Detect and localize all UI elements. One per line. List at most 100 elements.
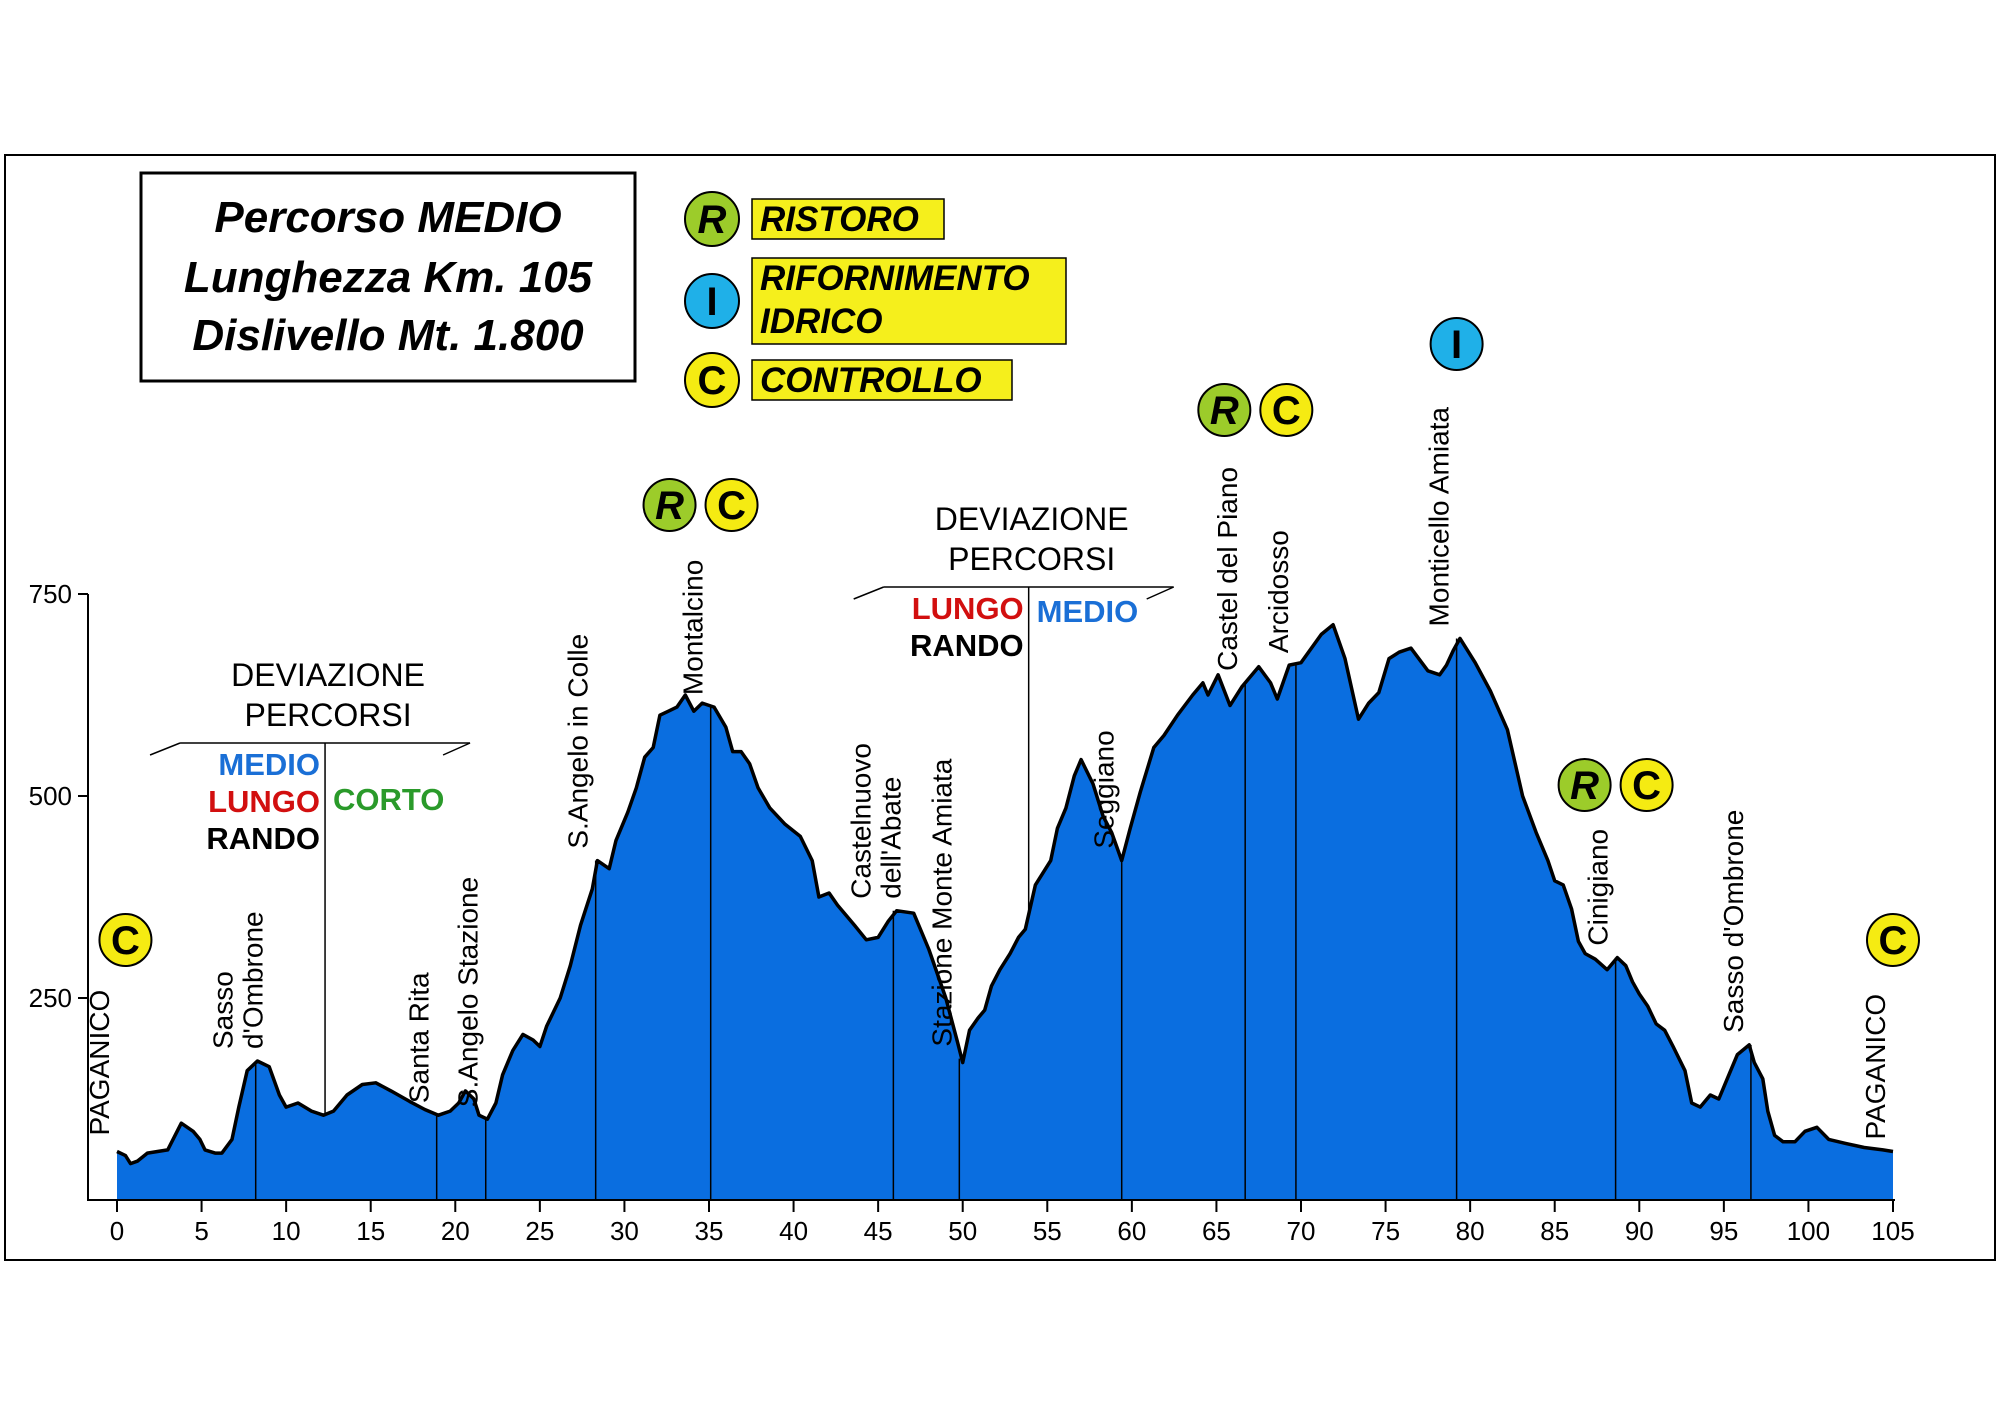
place-label: Seggiano: [1089, 730, 1120, 848]
legend-label: RIFORNIMENTO: [760, 259, 1030, 298]
deviation-bar-right-end: [1146, 586, 1174, 600]
x-tick-label: 15: [356, 1216, 385, 1246]
deviation-route-label: LUNGO: [912, 591, 1024, 626]
x-tick-label: 100: [1787, 1216, 1830, 1246]
chart-frame: [4, 154, 1996, 1261]
profile-area-group: [116, 622, 1894, 1200]
deviation-title: DEVIAZIONE: [935, 501, 1129, 537]
marker-letter: C: [111, 919, 140, 963]
place-label: Castelnuovo: [845, 743, 876, 899]
legend-letter: C: [698, 359, 727, 403]
info-box: Percorso MEDIO Lunghezza Km. 105 Dislive…: [139, 171, 637, 383]
y-tick-label: 750: [29, 579, 72, 609]
marker-letter: R: [1570, 764, 1599, 808]
x-tick-label: 90: [1625, 1216, 1654, 1246]
marker-letter: C: [1879, 919, 1908, 963]
place-label: Sasso d'Ombrone: [1718, 810, 1749, 1033]
deviation-route-label: CORTO: [333, 782, 444, 817]
deviation-title: DEVIAZIONE: [231, 657, 425, 693]
x-tick-label: 75: [1371, 1216, 1400, 1246]
marker-letter: R: [655, 484, 684, 528]
deviation-route-label: LUNGO: [208, 784, 320, 819]
marker-letter: C: [717, 484, 746, 528]
y-tick-label: 500: [29, 781, 72, 811]
marker-circle: [1866, 913, 1920, 967]
profile-outline: [116, 622, 1894, 1166]
marker-circle: [1259, 383, 1314, 437]
x-tick-label: 70: [1287, 1216, 1316, 1246]
x-tick-label: 85: [1540, 1216, 1569, 1246]
x-tick-label: 0: [110, 1216, 124, 1246]
place-label: S.Angelo in Colle: [563, 634, 594, 849]
y-tick-label: 250: [29, 983, 72, 1013]
deviation-group: DEVIAZIONEPERCORSIMEDIOLUNGORANDOCORTODE…: [149, 501, 1174, 1115]
info-line-3: Dislivello Mt. 1.800: [192, 311, 584, 360]
deviation-title: PERCORSI: [948, 541, 1115, 577]
place-label: d'Ombrone: [238, 911, 269, 1049]
place-label: PAGANICO: [84, 990, 115, 1136]
x-tick-label: 30: [610, 1216, 639, 1246]
legend-letter: I: [706, 280, 717, 324]
deviation-route-label: RANDO: [910, 628, 1024, 663]
x-tick-label: 35: [695, 1216, 724, 1246]
x-tick-label: 40: [779, 1216, 808, 1246]
x-tick-label: 60: [1117, 1216, 1146, 1246]
deviation-bar-left-end: [149, 742, 181, 756]
legend-letter: R: [698, 198, 727, 242]
legend-label-box: [751, 359, 1013, 401]
marker-letter: I: [1451, 323, 1462, 367]
legend-circle: [684, 273, 740, 329]
place-labels-group: PAGANICO Sasso d'Ombrone Santa Rita S.Angelo…: [84, 407, 1891, 1200]
info-line-1: Percorso MEDIO: [214, 193, 561, 242]
marker-circle: [642, 478, 697, 532]
marker-letter: C: [1632, 764, 1661, 808]
x-tick-label: 20: [441, 1216, 470, 1246]
place-label: dell'Abate: [875, 777, 906, 899]
marker-circle: [98, 913, 153, 967]
x-tick-label: 95: [1709, 1216, 1738, 1246]
place-label: Arcidosso: [1263, 530, 1294, 653]
x-tick-label: 65: [1202, 1216, 1231, 1246]
legend-circle: [684, 191, 740, 247]
profile-area: [117, 624, 1893, 1200]
deviation-route-label: MEDIO: [218, 747, 320, 782]
place-label: Castel del Piano: [1212, 467, 1243, 671]
x-tick-label: 25: [525, 1216, 554, 1246]
legend-label: CONTROLLO: [760, 361, 982, 400]
marker-circle: [1619, 758, 1674, 812]
marker-circle: [1429, 317, 1484, 371]
legend-circle: [684, 352, 740, 408]
marker-circle: [1557, 758, 1612, 812]
legend-label-box: [751, 257, 1067, 345]
place-label: Santa Rita: [404, 972, 435, 1103]
legend: R RISTORO I RIFORNIMENTO IDRICO C CONTROLLO: [684, 191, 1067, 408]
x-tick-label: 50: [948, 1216, 977, 1246]
deviation-bar-left-end: [853, 586, 884, 600]
x-tick-label: 80: [1456, 1216, 1485, 1246]
deviation-route-label: RANDO: [206, 821, 320, 856]
x-tick-label: 105: [1871, 1216, 1914, 1246]
deviation-route-label: MEDIO: [1037, 594, 1139, 629]
place-label: Montalcino: [678, 560, 709, 695]
place-label: Monticello Amiata: [1424, 407, 1455, 627]
deviation-title: PERCORSI: [244, 697, 411, 733]
info-line-2: Lunghezza Km. 105: [184, 253, 593, 302]
deviation-bar-right-end: [442, 742, 471, 756]
x-tick-label: 55: [1033, 1216, 1062, 1246]
x-tick-label: 45: [864, 1216, 893, 1246]
info-box-frame: [139, 171, 637, 383]
marker-letter: C: [1272, 389, 1301, 433]
place-label: Cinigiano: [1583, 829, 1614, 946]
marker-letter: R: [1210, 389, 1239, 433]
axes-group: 0 5 10 15 20 25 30 35 40 45 50 55 60 65 70 75 80 85 90 95 10…: [29, 579, 1915, 1246]
place-label: S.Angelo Stazione: [453, 877, 484, 1107]
legend-label: RISTORO: [760, 200, 919, 239]
markers-group: CR CR CIR CC: [98, 317, 1920, 967]
place-label: Stazione Monte Amiata: [926, 758, 957, 1046]
place-label: PAGANICO: [1860, 994, 1891, 1140]
marker-circle: [704, 478, 759, 532]
marker-circle: [1197, 383, 1252, 437]
legend-label-box: [751, 198, 945, 240]
legend-label: IDRICO: [760, 302, 883, 341]
